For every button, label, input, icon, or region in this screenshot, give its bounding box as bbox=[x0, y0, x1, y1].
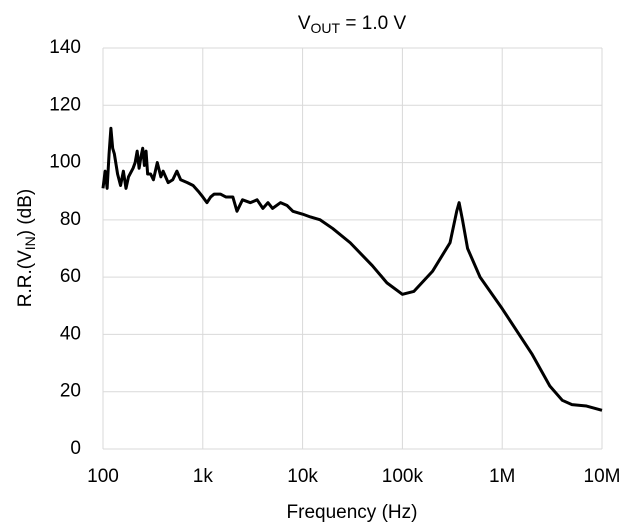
x-tick-label: 1M bbox=[489, 466, 515, 487]
x-tick-label: 100k bbox=[382, 466, 424, 487]
y-tick-label: 40 bbox=[60, 323, 81, 344]
x-tick-label: 10M bbox=[584, 466, 621, 487]
x-tick-label: 1k bbox=[193, 466, 214, 487]
chart-title: VOUT = 1.0 V bbox=[298, 13, 407, 36]
y-tick-label: 60 bbox=[60, 266, 81, 287]
x-tick-label: 10k bbox=[287, 466, 318, 487]
y-tick-label: 140 bbox=[49, 37, 81, 58]
line bbox=[101, 126, 603, 412]
y-tick-label: 20 bbox=[60, 381, 81, 402]
y-tick-label: 0 bbox=[70, 438, 81, 459]
x-tick-label: 100 bbox=[87, 466, 119, 487]
y-tick-label: 120 bbox=[49, 94, 81, 115]
y-axis-label: R.R.(VIN) (dB) bbox=[15, 189, 38, 308]
y-tick-label: 100 bbox=[49, 152, 81, 173]
y-tick-label: 80 bbox=[60, 209, 81, 230]
x-axis-label: Frequency (Hz) bbox=[287, 502, 418, 523]
